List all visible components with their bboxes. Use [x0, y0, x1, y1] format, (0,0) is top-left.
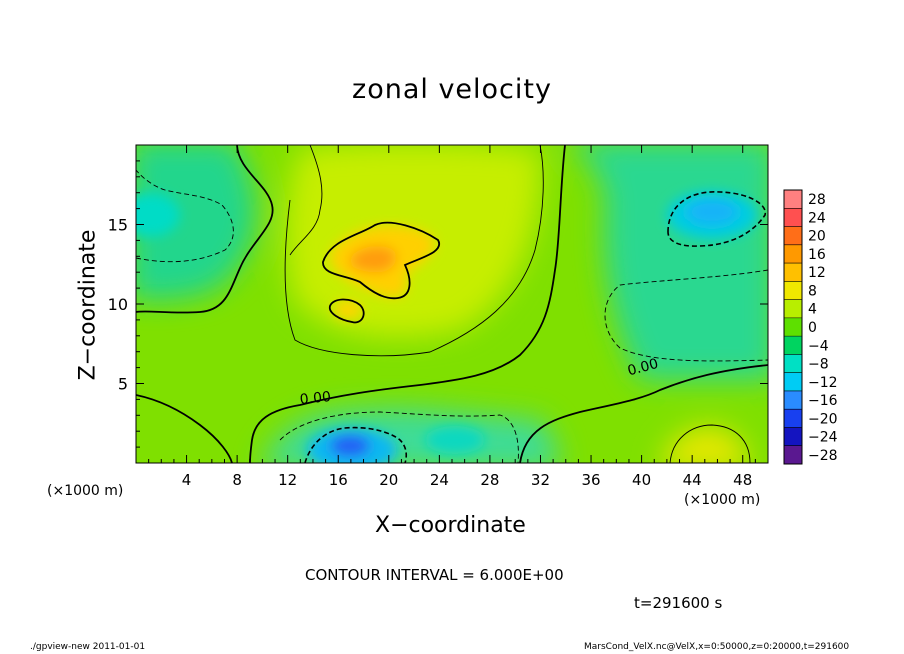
x-tick-label: 32 — [531, 471, 550, 489]
heatmap-field — [136, 145, 768, 463]
contour-negative-right-thin — [604, 269, 768, 362]
x-tick-label: 16 — [329, 471, 348, 489]
colorbar-swatch — [784, 427, 802, 446]
x-tick-label: 48 — [733, 471, 752, 489]
x-tick-label: 24 — [430, 471, 449, 489]
contour-max-small — [328, 298, 365, 324]
contour-zero-middle — [249, 145, 566, 463]
footer-left: ./gpview-new 2011-01-01 — [30, 642, 146, 652]
x-tick-label: 20 — [379, 471, 398, 489]
colorbar-swatch — [784, 226, 802, 245]
x-axis-ticks: 4 8 12 16 20 24 28 32 36 40 44 48 — [148, 145, 756, 489]
colorbar-label: −28 — [808, 448, 838, 464]
colorbar-swatch — [784, 409, 802, 428]
contour-interval-text: CONTOUR INTERVAL = 6.000E+00 — [305, 566, 564, 584]
colorbar-swatch — [784, 336, 802, 355]
colorbar-label: 28 — [808, 192, 826, 208]
contour-value-label: 0.00 — [626, 356, 660, 380]
contour-value-label: 0.00 — [299, 389, 332, 408]
field-min-topright-inner — [686, 199, 738, 225]
colorbar-label: −20 — [808, 411, 838, 427]
colorbar-swatch — [784, 299, 802, 318]
contour-zero-left — [136, 145, 274, 314]
contour-positive-upper-thin — [289, 145, 323, 256]
y-axis-ticks: 5 10 15 — [108, 160, 768, 448]
x-tick-label: 40 — [632, 471, 651, 489]
colorbar-label: 12 — [808, 265, 826, 281]
contour-lines — [136, 145, 768, 463]
colorbar-label: −16 — [808, 393, 838, 409]
colorbar-swatch — [784, 208, 802, 227]
contour-labels: 0.00 0.00 — [299, 356, 660, 408]
x-tick-label: 8 — [232, 471, 242, 489]
field-region-left-negative — [136, 145, 257, 300]
colorbar-label: 20 — [808, 229, 826, 245]
colorbar-frame — [783, 189, 803, 465]
footer-right: MarsCond_VelX.nc@VelX,x=0:50000,z=0:2000… — [584, 642, 850, 652]
colorbar-swatch — [784, 190, 802, 209]
field-max-secondary — [334, 301, 362, 319]
colorbar-swatch — [784, 354, 802, 373]
x-unit-label-right: (×1000 m) — [684, 492, 761, 508]
colorbar-swatch — [784, 281, 802, 300]
colorbar-label: 8 — [808, 283, 817, 299]
contour-positive-bottomright-thin — [669, 424, 751, 463]
field-region-bottom-right-positive — [661, 427, 749, 463]
field-max-orange — [349, 246, 397, 273]
colorbar-swatch — [784, 317, 802, 337]
colorbar-label: −24 — [808, 430, 838, 446]
colorbar-swatch — [784, 372, 802, 391]
colorbar-swatch — [784, 263, 802, 282]
colorbar: 28 24 20 16 12 8 4 0 −4 −8 −12 −16 −20 −24 −28 — [783, 189, 838, 465]
colorbar-label: 4 — [808, 302, 817, 318]
colorbar-label: −4 — [808, 338, 829, 354]
colorbar-swatch — [784, 390, 802, 410]
chart-title: zonal velocity — [352, 74, 552, 105]
contour-positive-center-thin — [284, 145, 544, 357]
y-tick-label: 10 — [108, 295, 128, 314]
colorbar-label: 24 — [808, 210, 826, 226]
contour-max-closed — [322, 221, 441, 300]
colorbar-label: −8 — [808, 357, 829, 373]
y-tick-label: 5 — [118, 375, 128, 394]
field-min-bottom-inner — [330, 435, 370, 457]
contour-zero-lower-left — [136, 394, 233, 463]
contour-negative-left-thin — [136, 169, 234, 263]
contour-negative-bottom — [304, 426, 408, 463]
y-tick-label: 15 — [108, 216, 128, 235]
x-tick-label: 12 — [278, 471, 297, 489]
contour-zero-lower-right — [519, 364, 768, 463]
colorbar-swatch — [784, 244, 802, 264]
y-axis-label: Z−coordinate — [75, 229, 101, 381]
colorbar-swatch — [784, 445, 802, 464]
x-unit-label-left: (×1000 m) — [47, 483, 124, 499]
x-tick-label: 4 — [182, 471, 192, 489]
colorbar-label: −12 — [808, 375, 838, 391]
x-tick-label: 36 — [581, 471, 600, 489]
contour-negative-lower-thin — [279, 411, 519, 463]
x-tick-label: 28 — [480, 471, 499, 489]
contour-negative-topright — [667, 191, 766, 247]
x-tick-label: 44 — [683, 471, 702, 489]
field-min-topleft — [136, 193, 180, 237]
field-min-bottom-right — [425, 426, 485, 454]
x-axis-label: X−coordinate — [375, 513, 526, 538]
colorbar-label: 0 — [808, 320, 817, 336]
colorbar-label: 16 — [808, 247, 826, 263]
time-label: t=291600 s — [634, 594, 723, 612]
